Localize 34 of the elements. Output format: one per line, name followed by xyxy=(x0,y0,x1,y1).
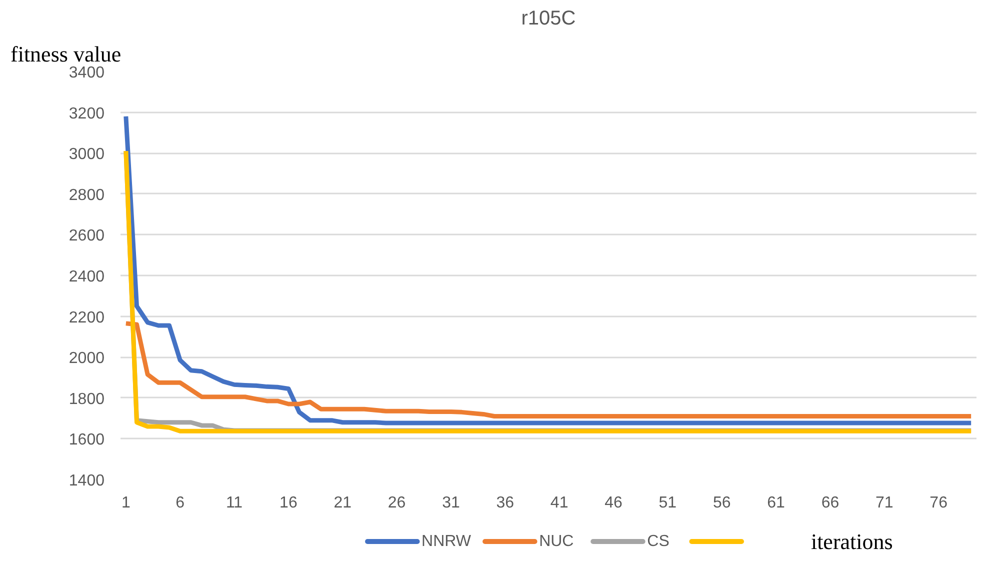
x-tick-label: 21 xyxy=(334,494,352,512)
x-tick-label: 16 xyxy=(280,494,298,512)
x-axis-title: iterations xyxy=(810,529,893,554)
y-tick-label: 3400 xyxy=(68,64,105,82)
x-tick-label: 56 xyxy=(712,494,731,512)
x-tick-label: 41 xyxy=(550,494,568,512)
y-tick-label: 2400 xyxy=(68,268,105,286)
y-tick-label: 1800 xyxy=(68,390,105,408)
x-tick-label: 46 xyxy=(604,494,623,512)
x-tick-label: 6 xyxy=(176,494,185,512)
x-tick-label: 26 xyxy=(388,494,406,512)
y-tick-label: 2200 xyxy=(68,309,105,326)
x-tick-label: 66 xyxy=(821,494,840,512)
x-tick-label: 36 xyxy=(496,494,514,512)
x-tick-label: 61 xyxy=(767,494,786,512)
y-tick-label: 1600 xyxy=(68,432,105,449)
legend-label: NNRW xyxy=(422,533,472,550)
y-tick-label: 1400 xyxy=(68,472,105,490)
y-tick-label: 3000 xyxy=(68,146,105,164)
x-tick-label: 31 xyxy=(442,494,460,512)
y-tick-label: 3200 xyxy=(68,105,105,122)
legend-label: NUC xyxy=(539,533,574,550)
x-tick-label: 76 xyxy=(930,494,948,512)
chart-title: r105C xyxy=(521,8,576,30)
y-axis-title: fitness value xyxy=(10,42,122,66)
y-tick-label: 2000 xyxy=(68,350,105,368)
x-tick-label: 71 xyxy=(876,494,894,512)
y-tick-label: 2600 xyxy=(68,228,105,245)
legend-label: CS xyxy=(647,533,670,550)
line-series xyxy=(124,321,974,419)
x-tick-label: 11 xyxy=(226,494,243,512)
x-tick-label: 1 xyxy=(121,494,130,512)
y-tick-label: 2800 xyxy=(68,186,105,204)
x-tick-label: 51 xyxy=(658,494,677,512)
